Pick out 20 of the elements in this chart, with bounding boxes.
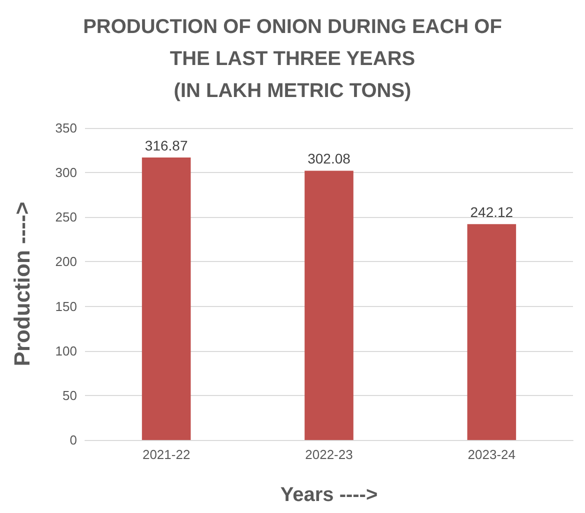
y-tick-label: 100: [55, 343, 77, 358]
y-tick-label: 150: [55, 298, 77, 314]
y-tick-label: 250: [55, 210, 77, 225]
data-label: 242.12: [470, 204, 514, 220]
data-label: 302.08: [308, 150, 351, 167]
x-tick-label: 2023-24: [468, 447, 516, 462]
chart-title: PRODUCTION OF ONION DURING EACH OF THE LAST THREE YEARS (IN LAKH METRIC TONS): [83, 16, 502, 102]
bar: [142, 158, 191, 440]
y-tick-label: 300: [55, 165, 77, 180]
y-tick-label: 50: [62, 388, 77, 403]
y-tick-label: 200: [55, 254, 77, 270]
x-axis-title: Years ---->: [280, 484, 378, 506]
x-tick-label: 2022-23: [305, 447, 353, 462]
y-tick-label: 350: [55, 120, 77, 136]
y-tick-label: 0: [70, 432, 77, 448]
x-tick-label: 2021-22: [142, 447, 190, 462]
data-label: 316.87: [144, 138, 188, 154]
bar: [304, 170, 354, 440]
y-axis-title: Production ---->: [10, 202, 34, 366]
bar: [467, 224, 516, 440]
